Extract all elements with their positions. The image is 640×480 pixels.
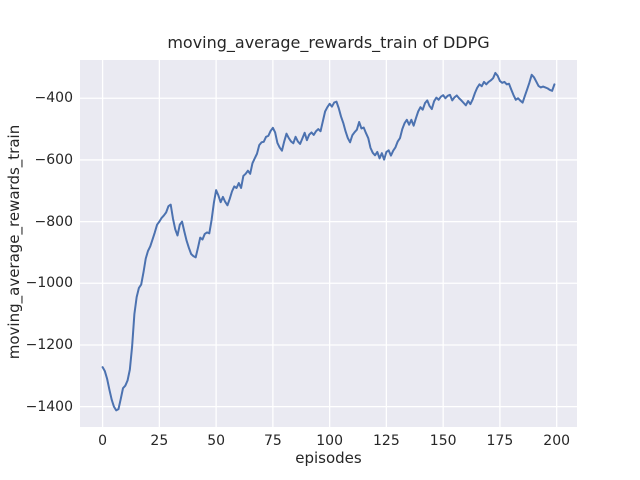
x-tick-label: 200: [543, 433, 571, 449]
x-axis-label: episodes: [295, 449, 362, 467]
x-tick-label: 75: [263, 433, 282, 449]
y-axis-label: moving_average_rewards_train: [5, 124, 23, 360]
y-tick-label: −1200: [25, 336, 73, 353]
y-tick-label: −600: [34, 151, 73, 168]
y-tick-label: −400: [34, 90, 73, 107]
x-tick-label: 50: [207, 433, 226, 449]
chart-line: [101, 71, 556, 412]
chart-canvas: [80, 60, 577, 427]
y-tick-label: −1400: [25, 398, 73, 415]
x-tick-label: 25: [150, 433, 169, 449]
x-tick-label: 150: [429, 433, 457, 449]
x-tick-label: 0: [98, 433, 108, 449]
x-tick-label: 100: [316, 433, 343, 449]
plot-area: [80, 60, 577, 427]
x-tick-label: 175: [486, 433, 514, 449]
chart-title: moving_average_rewards_train of DDPG: [167, 33, 490, 52]
x-tick-label: 125: [373, 433, 400, 449]
y-tick-label: −800: [34, 213, 73, 230]
y-tick-label: −1000: [25, 275, 73, 292]
